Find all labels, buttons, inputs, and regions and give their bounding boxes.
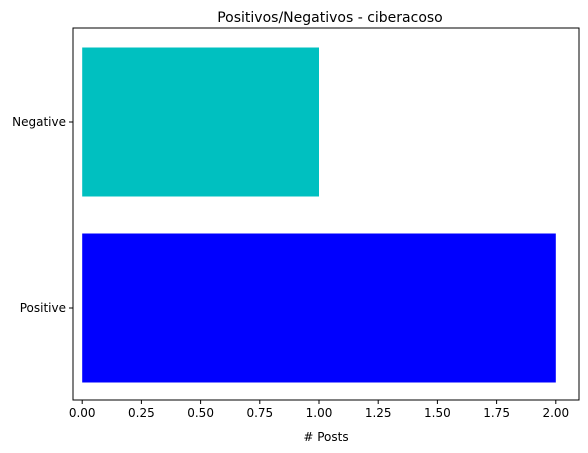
x-tick-label: 0.50 (187, 406, 214, 420)
x-axis: 0.00 0.25 0.50 0.75 1.00 1.25 1.50 1.75 2.00 (69, 400, 569, 420)
bar-negative (82, 47, 319, 197)
y-tick-label-positive: Positive (20, 301, 66, 315)
x-tick-label: 0.75 (246, 406, 273, 420)
x-tick-label: 1.25 (365, 406, 392, 420)
x-tick-label: 1.50 (424, 406, 451, 420)
chart-title: Positivos/Negativos - ciberacoso (217, 10, 443, 26)
x-tick-label: 0.00 (69, 406, 96, 420)
y-tick-label-negative: Negative (12, 115, 66, 129)
plot-frame (72, 27, 580, 401)
x-tick-label: 0.25 (128, 406, 155, 420)
bars-group (82, 47, 556, 383)
x-tick-label: 2.00 (542, 406, 569, 420)
bar-positive (82, 233, 556, 383)
x-axis-label: # Posts (303, 430, 348, 444)
y-axis: Positive Negative (12, 115, 73, 315)
x-tick-label: 1.00 (306, 406, 333, 420)
x-tick-label: 1.75 (483, 406, 510, 420)
